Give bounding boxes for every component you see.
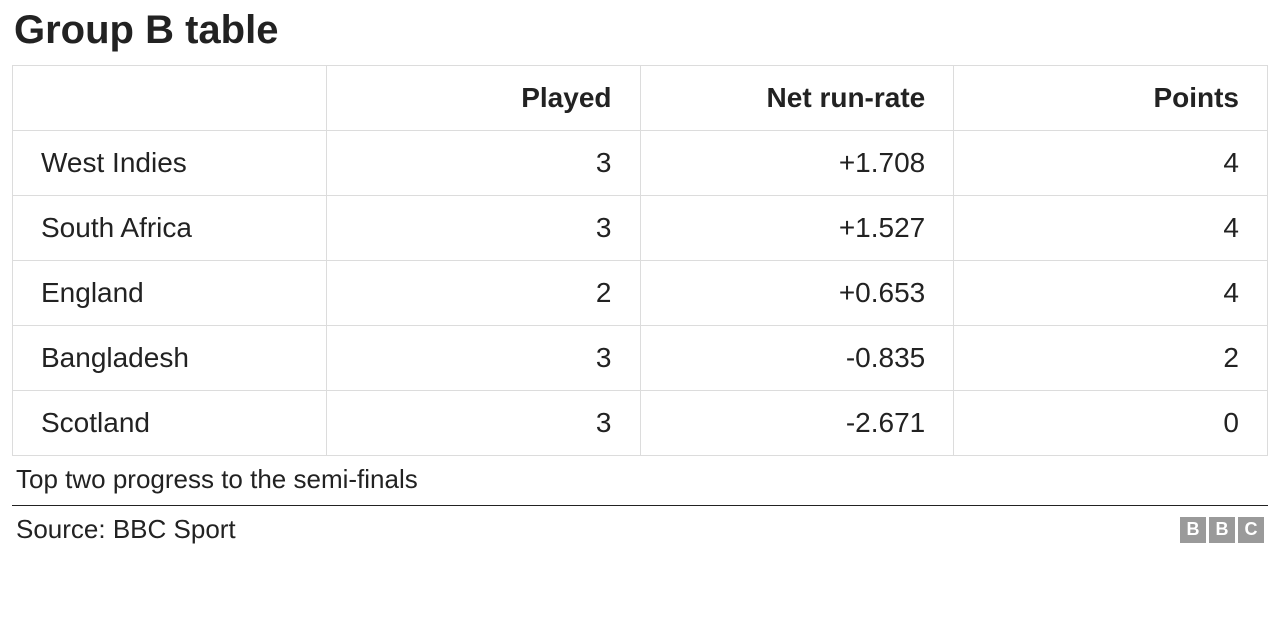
- cell-nrr: -2.671: [640, 391, 954, 456]
- table-caption: Top two progress to the semi-finals: [12, 456, 1268, 506]
- table-row: Bangladesh 3 -0.835 2: [13, 326, 1268, 391]
- cell-team: West Indies: [13, 131, 327, 196]
- bbc-logo-block-icon: B: [1209, 517, 1235, 543]
- table-row: Scotland 3 -2.671 0: [13, 391, 1268, 456]
- bbc-logo-block-icon: B: [1180, 517, 1206, 543]
- table-row: South Africa 3 +1.527 4: [13, 196, 1268, 261]
- cell-nrr: -0.835: [640, 326, 954, 391]
- cell-points: 4: [954, 261, 1268, 326]
- cell-nrr: +1.527: [640, 196, 954, 261]
- page-title: Group B table: [12, 8, 1268, 53]
- footer: Source: BBC Sport B B C: [12, 506, 1268, 545]
- cell-nrr: +0.653: [640, 261, 954, 326]
- col-header-played: Played: [326, 66, 640, 131]
- bbc-logo-block-icon: C: [1238, 517, 1264, 543]
- cell-points: 0: [954, 391, 1268, 456]
- cell-nrr: +1.708: [640, 131, 954, 196]
- col-header-points: Points: [954, 66, 1268, 131]
- table-header-row: Played Net run-rate Points: [13, 66, 1268, 131]
- cell-points: 4: [954, 196, 1268, 261]
- cell-played: 3: [326, 326, 640, 391]
- col-header-nrr: Net run-rate: [640, 66, 954, 131]
- cell-played: 2: [326, 261, 640, 326]
- cell-played: 3: [326, 196, 640, 261]
- group-table: Played Net run-rate Points West Indies 3…: [12, 65, 1268, 456]
- cell-points: 2: [954, 326, 1268, 391]
- bbc-logo: B B C: [1180, 517, 1264, 543]
- cell-played: 3: [326, 131, 640, 196]
- cell-played: 3: [326, 391, 640, 456]
- col-header-team: [13, 66, 327, 131]
- cell-team: England: [13, 261, 327, 326]
- cell-team: South Africa: [13, 196, 327, 261]
- table-row: West Indies 3 +1.708 4: [13, 131, 1268, 196]
- cell-team: Bangladesh: [13, 326, 327, 391]
- table-row: England 2 +0.653 4: [13, 261, 1268, 326]
- cell-points: 4: [954, 131, 1268, 196]
- cell-team: Scotland: [13, 391, 327, 456]
- source-label: Source: BBC Sport: [16, 514, 236, 545]
